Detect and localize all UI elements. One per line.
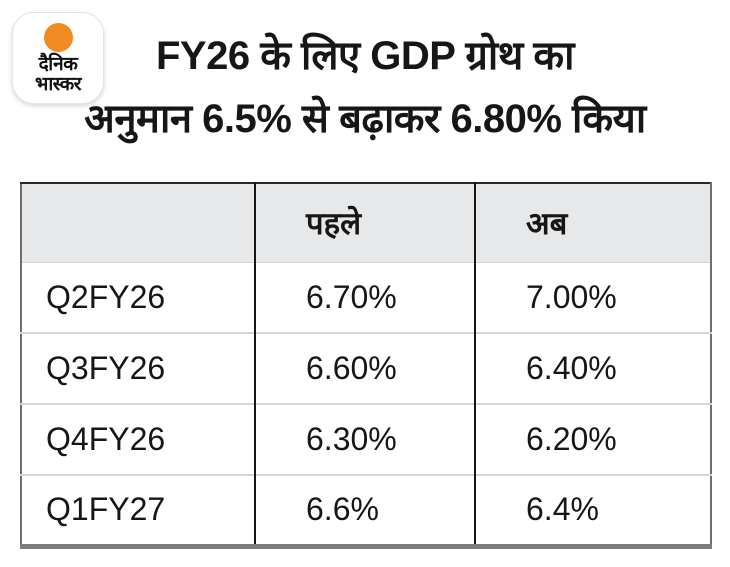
logo-line2: भास्कर: [34, 74, 82, 95]
quarter-cell: Q3FY26: [21, 332, 255, 404]
dainik-bhaskar-logo: दैनिक भास्कर: [12, 12, 104, 104]
headline: FY26 के लिए GDP ग्रोथ का अनुमान 6.5% से …: [0, 25, 730, 151]
table-header-row: पहले अब: [21, 183, 711, 263]
before-cell: 6.70%: [254, 262, 475, 333]
gdp-forecast-table: पहले अब Q2FY26 6.70% 7.00% Q3FY26 6.60% …: [20, 182, 712, 549]
logo-wordmark: दैनिक भास्कर: [34, 54, 82, 95]
header-now: अब: [474, 183, 711, 263]
now-cell: 7.00%: [474, 262, 711, 333]
table-row: Q4FY26 6.30% 6.20%: [21, 403, 711, 475]
table-row: Q2FY26 6.70% 7.00%: [21, 262, 711, 333]
now-cell: 6.4%: [474, 474, 711, 546]
before-cell: 6.30%: [254, 403, 475, 475]
before-cell: 6.6%: [254, 474, 475, 546]
before-cell: 6.60%: [254, 332, 475, 404]
now-cell: 6.40%: [474, 332, 711, 404]
quarter-cell: Q2FY26: [21, 262, 255, 333]
header-quarter: [21, 183, 255, 263]
now-cell: 6.20%: [474, 403, 711, 475]
headline-line2: अनुमान 6.5% से बढ़ाकर 6.80% किया: [84, 97, 646, 141]
headline-line1: FY26 के लिए GDP ग्रोथ का: [155, 34, 575, 78]
quarter-cell: Q4FY26: [21, 403, 255, 475]
table-row: Q3FY26 6.60% 6.40%: [21, 332, 711, 404]
sun-icon: [43, 23, 73, 52]
header-before: पहले: [254, 183, 475, 263]
quarter-cell: Q1FY27: [21, 474, 255, 546]
logo-line1: दैनिक: [38, 54, 78, 75]
table-row: Q1FY27 6.6% 6.4%: [21, 474, 711, 546]
